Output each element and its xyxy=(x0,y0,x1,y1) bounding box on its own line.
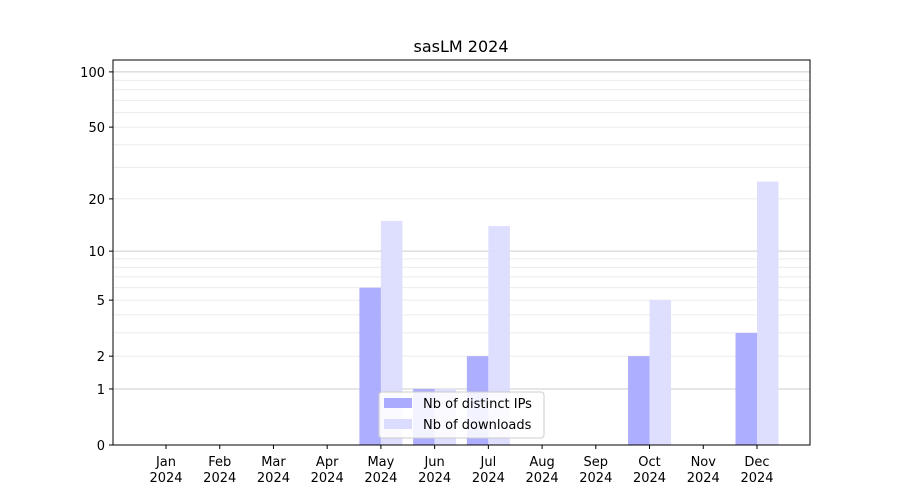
legend-label: Nb of downloads xyxy=(423,418,532,433)
x-tick-label: 2024 xyxy=(257,471,290,486)
legend-label: Nb of distinct IPs xyxy=(423,397,532,412)
x-tick-label: Jul xyxy=(480,455,497,470)
bar-ips xyxy=(359,287,381,445)
x-tick-label: 2024 xyxy=(311,471,344,486)
x-tick-label: 2024 xyxy=(149,471,182,486)
bar-ips xyxy=(628,356,650,445)
bar-downloads xyxy=(380,220,403,445)
x-tick-label: 2024 xyxy=(203,471,236,486)
bar-ips xyxy=(735,332,757,445)
x-tick-label: Nov xyxy=(691,455,717,470)
chart-title: sasLM 2024 xyxy=(414,37,509,56)
y-tick-label: 100 xyxy=(80,66,105,81)
legend-swatch xyxy=(384,398,412,408)
x-tick-label: 2024 xyxy=(418,471,451,486)
x-tick-label: 2024 xyxy=(526,471,559,486)
x-tick-label: 2024 xyxy=(472,471,505,486)
y-tick-label: 20 xyxy=(88,193,105,208)
plot-frame xyxy=(112,59,811,446)
legend-swatch xyxy=(384,419,412,429)
y-tick-label: 5 xyxy=(97,294,105,309)
x-tick-label: Dec xyxy=(744,455,769,470)
x-tick-label: May xyxy=(367,455,394,470)
x-tick-label: 2024 xyxy=(364,471,397,486)
y-tick-label: 0 xyxy=(97,439,105,454)
x-tick-label: Feb xyxy=(208,455,231,470)
grid xyxy=(113,71,810,390)
legend: Nb of distinct IPs Nb of downloads xyxy=(378,391,545,439)
x-tick-label: Apr xyxy=(316,455,339,470)
bar-downloads xyxy=(757,181,779,445)
x-axis: Jan2024Feb2024Mar2024Apr2024May2024Jun20… xyxy=(149,445,774,486)
bar-downloads xyxy=(649,300,672,445)
x-tick-label: Sep xyxy=(584,455,609,470)
y-tick-label: 50 xyxy=(88,121,105,136)
bar-downloads xyxy=(488,226,510,445)
y-tick-label: 1 xyxy=(97,383,105,398)
x-tick-label: Oct xyxy=(638,455,660,470)
x-tick-label: 2024 xyxy=(579,471,612,486)
x-tick-label: 2024 xyxy=(687,471,720,486)
y-axis: 0 1 2 5 10 20 50 100 xyxy=(80,66,113,454)
x-tick-label: Mar xyxy=(261,455,286,470)
y-tick-label: 2 xyxy=(97,350,105,365)
y-tick-label: 10 xyxy=(88,245,105,260)
x-tick-label: 2024 xyxy=(633,471,666,486)
x-tick-label: Aug xyxy=(529,455,554,470)
x-tick-label: Jun xyxy=(423,455,444,470)
legend-box xyxy=(378,391,545,439)
x-tick-label: 2024 xyxy=(740,471,773,486)
x-tick-label: Jan xyxy=(155,455,176,470)
